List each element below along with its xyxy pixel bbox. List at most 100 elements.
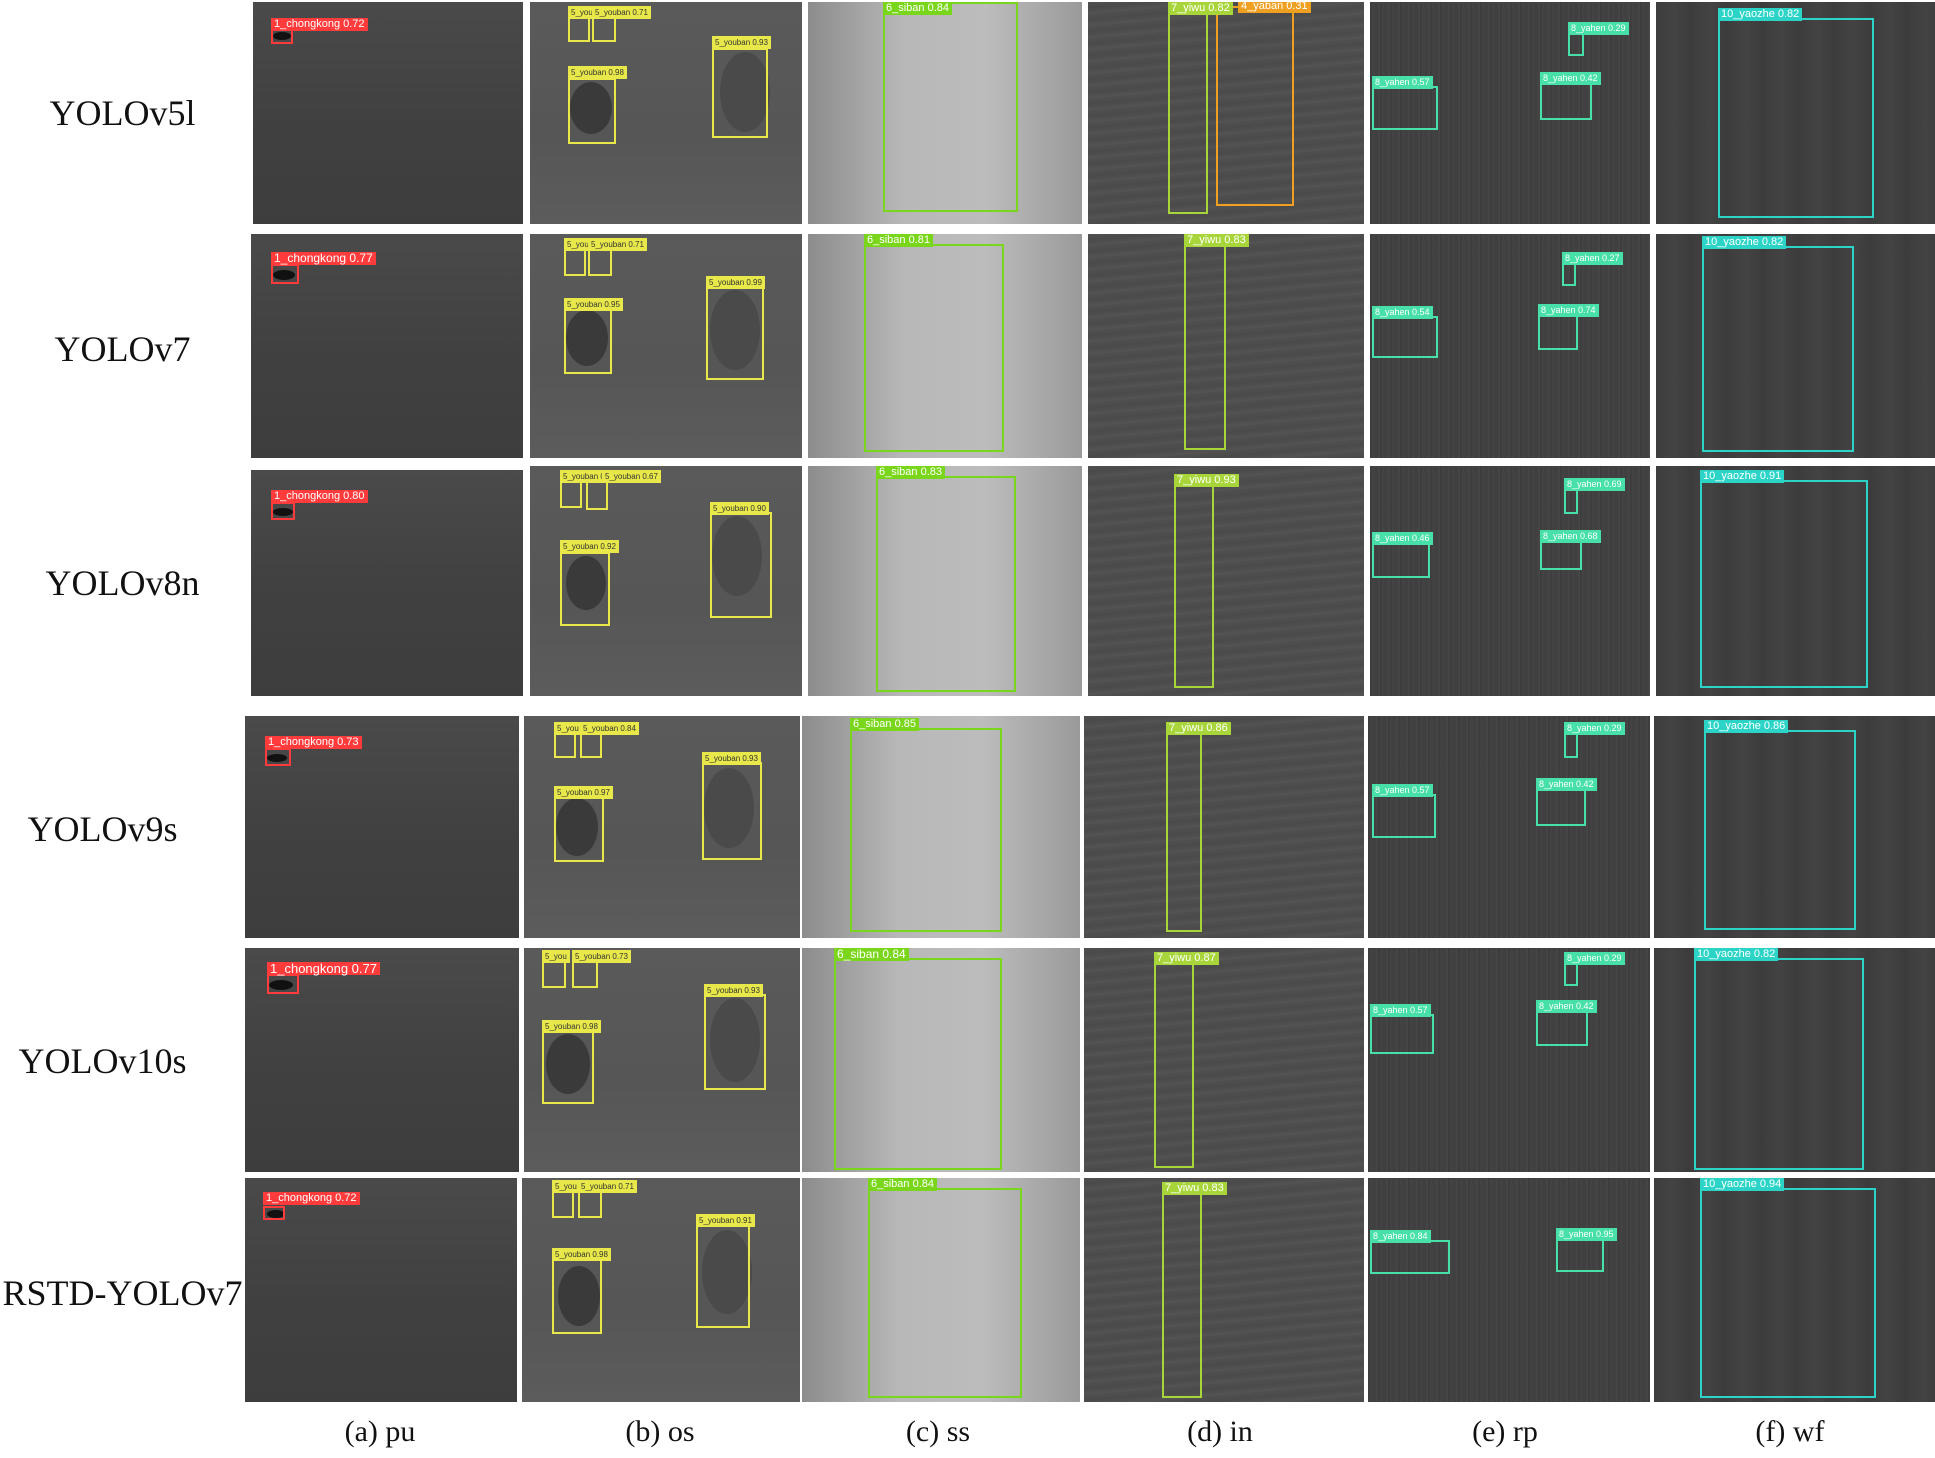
image-r5-rp: 8_yahen 0.84 8_yahen 0.95	[1368, 1178, 1650, 1402]
label-r1-rp-2: 8_yahen 0.54	[1372, 306, 1433, 319]
label-r1-rp-3: 8_yahen 0.74	[1538, 304, 1599, 317]
image-r2-ss: 6_siban 0.83	[808, 466, 1082, 696]
label-r5-os-2: 5_youban 0.71	[578, 1180, 637, 1193]
label-r0-rp-2: 8_yahen 0.57	[1372, 76, 1433, 89]
label-r0-rp-1: 8_yahen 0.29	[1568, 22, 1629, 35]
image-r1-os: 5_you 5_youban 0.71 5_youban 0.95 5_youb…	[530, 234, 802, 458]
row-label-rstd-yolov7: RSTD-YOLOv7	[2, 1273, 243, 1313]
label-r1-os-2: 5_youban 0.71	[588, 238, 647, 251]
label-r1-pu-1: 1_chongkong 0.77	[271, 252, 376, 265]
label-r3-ss-1: 6_siban 0.85	[850, 718, 919, 731]
label-r0-os-3: 5_youban 0.98	[568, 66, 627, 79]
image-r2-rp: 8_yahen 0.69 8_yahen 0.46 8_yahen 0.68	[1370, 466, 1650, 696]
label-r5-in-1: 7_yiwu 0.83	[1162, 1182, 1227, 1195]
image-r1-wf: 10_yaozhe 0.82	[1656, 234, 1935, 458]
label-r1-rp-1: 8_yahen 0.27	[1562, 252, 1623, 265]
image-r1-ss: 6_siban 0.81	[808, 234, 1082, 458]
label-r0-rp-3: 8_yahen 0.42	[1540, 72, 1601, 85]
column-label-os: (b) os	[625, 1415, 695, 1448]
label-r2-ss-1: 6_siban 0.83	[876, 466, 945, 479]
label-r0-os-4: 5_youban 0.93	[712, 36, 771, 49]
label-r2-pu-1: 1_chongkong 0.80	[271, 490, 368, 503]
label-r1-ss-1: 6_siban 0.81	[864, 234, 933, 247]
row-label-yolov8n: YOLOv8n	[45, 563, 200, 603]
label-r1-wf-1: 10_yaozhe 0.82	[1702, 236, 1787, 249]
label-r1-os-4: 5_youban 0.99	[706, 276, 765, 289]
image-r5-in: 7_yiwu 0.83	[1084, 1178, 1364, 1402]
label-r5-wf-1: 10_yaozhe 0.94	[1700, 1178, 1785, 1191]
image-r2-pu: 1_chongkong 0.80	[251, 470, 523, 696]
label-r4-rp-2: 8_yahen 0.57	[1370, 1004, 1431, 1017]
image-r3-ss: 6_siban 0.85	[802, 716, 1080, 938]
label-r2-rp-2: 8_yahen 0.46	[1372, 532, 1433, 545]
label-r2-rp-3: 8_yahen 0.68	[1540, 530, 1601, 543]
image-r4-ss: 6_siban 0.84	[802, 948, 1080, 1172]
label-r1-in-1: 7_yiwu 0.83	[1184, 234, 1249, 247]
image-r0-rp: 8_yahen 0.29 8_yahen 0.57 8_yahen 0.42	[1370, 2, 1650, 224]
label-r2-wf-1: 10_yaozhe 0.91	[1700, 470, 1785, 483]
label-r5-rp-1: 8_yahen 0.84	[1370, 1230, 1431, 1243]
label-r3-os-2: 5_youban 0.84	[580, 722, 639, 735]
label-r4-os-2: 5_youban 0.73	[572, 950, 631, 963]
image-r3-os: 5_you 5_youban 0.84 5_youban 0.97 5_youb…	[524, 716, 800, 938]
column-label-pu: (a) pu	[344, 1415, 416, 1448]
image-r2-in: 7_yiwu 0.93	[1088, 466, 1364, 696]
label-r5-rp-2: 8_yahen 0.95	[1556, 1228, 1617, 1241]
label-r3-wf-1: 10_yaozhe 0.86	[1704, 720, 1789, 733]
image-r3-in: 7_yiwu 0.86	[1084, 716, 1364, 938]
label-r0-os-2: 5_youban 0.71	[592, 6, 651, 19]
label-r2-os-3: 5_youban 0.92	[560, 540, 619, 553]
label-r1-os-3: 5_youban 0.95	[564, 298, 623, 311]
label-r5-os-1: 5_you	[552, 1180, 580, 1193]
label-r4-os-3: 5_youban 0.98	[542, 1020, 601, 1033]
label-r4-rp-3: 8_yahen 0.42	[1536, 1000, 1597, 1013]
label-r3-rp-2: 8_yahen 0.57	[1372, 784, 1433, 797]
image-r1-in: 7_yiwu 0.83	[1088, 234, 1364, 458]
label-r3-in-1: 7_yiwu 0.86	[1166, 722, 1231, 735]
image-r1-rp: 8_yahen 0.27 8_yahen 0.54 8_yahen 0.74	[1370, 234, 1650, 458]
column-label-in: (d) in	[1187, 1415, 1253, 1448]
label-r5-ss-1: 6_siban 0.84	[868, 1178, 937, 1191]
label-r4-pu-1: 1_chongkong 0.77	[267, 962, 380, 975]
label-r5-os-4: 5_youban 0.91	[696, 1214, 755, 1227]
image-r5-pu: 1_chongkong 0.72	[245, 1178, 517, 1402]
column-label-ss: (c) ss	[905, 1415, 971, 1448]
image-r5-os: 5_you 5_youban 0.71 5_youban 0.98 5_youb…	[522, 1178, 800, 1402]
row-label-yolov7: YOLOv7	[54, 329, 191, 369]
label-r4-rp-1: 8_yahen 0.29	[1564, 952, 1625, 965]
image-r1-pu: 1_chongkong 0.77	[251, 234, 523, 458]
label-r2-in-1: 7_yiwu 0.93	[1174, 474, 1239, 487]
image-r0-wf: 10_yaozhe 0.82	[1656, 2, 1935, 224]
image-r4-wf: 10_yaozhe 0.82	[1654, 948, 1935, 1172]
image-r0-pu: 1_chongkong 0.72	[253, 2, 523, 224]
image-r3-wf: 10_yaozhe 0.86	[1654, 716, 1935, 938]
image-r5-ss: 6_siban 0.84	[802, 1178, 1080, 1402]
label-r4-wf-1: 10_yaozhe 0.82	[1694, 948, 1779, 961]
label-r3-rp-3: 8_yahen 0.42	[1536, 778, 1597, 791]
column-label-wf: (f) wf	[1755, 1415, 1825, 1448]
image-r3-pu: 1_chongkong 0.73	[245, 716, 519, 938]
image-r4-os: 5_you 5_youban 0.73 5_youban 0.98 5_youb…	[524, 948, 800, 1172]
label-r0-pu-1: 1_chongkong 0.72	[271, 18, 368, 31]
label-r4-os-1: 5_you	[542, 950, 570, 963]
row-label-yolov10s: YOLOv10s	[18, 1041, 187, 1081]
label-r3-os-3: 5_youban 0.97	[554, 786, 613, 799]
label-r2-os-4: 5_youban 0.90	[710, 502, 769, 515]
label-r1-os-1: 5_you	[564, 238, 592, 251]
image-r4-rp: 8_yahen 0.29 8_yahen 0.57 8_yahen 0.42	[1368, 948, 1650, 1172]
label-r4-os-4: 5_youban 0.93	[704, 984, 763, 997]
image-r4-pu: 1_chongkong 0.77	[245, 948, 519, 1172]
label-r4-ss-1: 6_siban 0.84	[834, 948, 909, 961]
label-r5-os-3: 5_youban 0.98	[552, 1248, 611, 1261]
image-r0-in: 7_yiwu 0.82 4_yaban 0.31	[1088, 2, 1364, 224]
image-r2-os: 5_youban 0.87 5_youban 0.67 5_youban 0.9…	[530, 466, 802, 696]
label-r2-os-2: 5_youban 0.67	[602, 470, 661, 483]
label-r3-os-1: 5_you	[554, 722, 582, 735]
label-r3-pu-1: 1_chongkong 0.73	[265, 736, 362, 749]
label-r3-rp-1: 8_yahen 0.29	[1564, 722, 1625, 735]
label-r4-in-1: 7_yiwu 0.87	[1154, 952, 1219, 965]
column-label-rp: (e) rp	[1472, 1415, 1538, 1448]
image-r3-rp: 8_yahen 0.29 8_yahen 0.57 8_yahen 0.42	[1368, 716, 1650, 938]
label-r5-pu-1: 1_chongkong 0.72	[263, 1192, 360, 1205]
label-r0-ss-1: 6_siban 0.84	[883, 2, 952, 15]
